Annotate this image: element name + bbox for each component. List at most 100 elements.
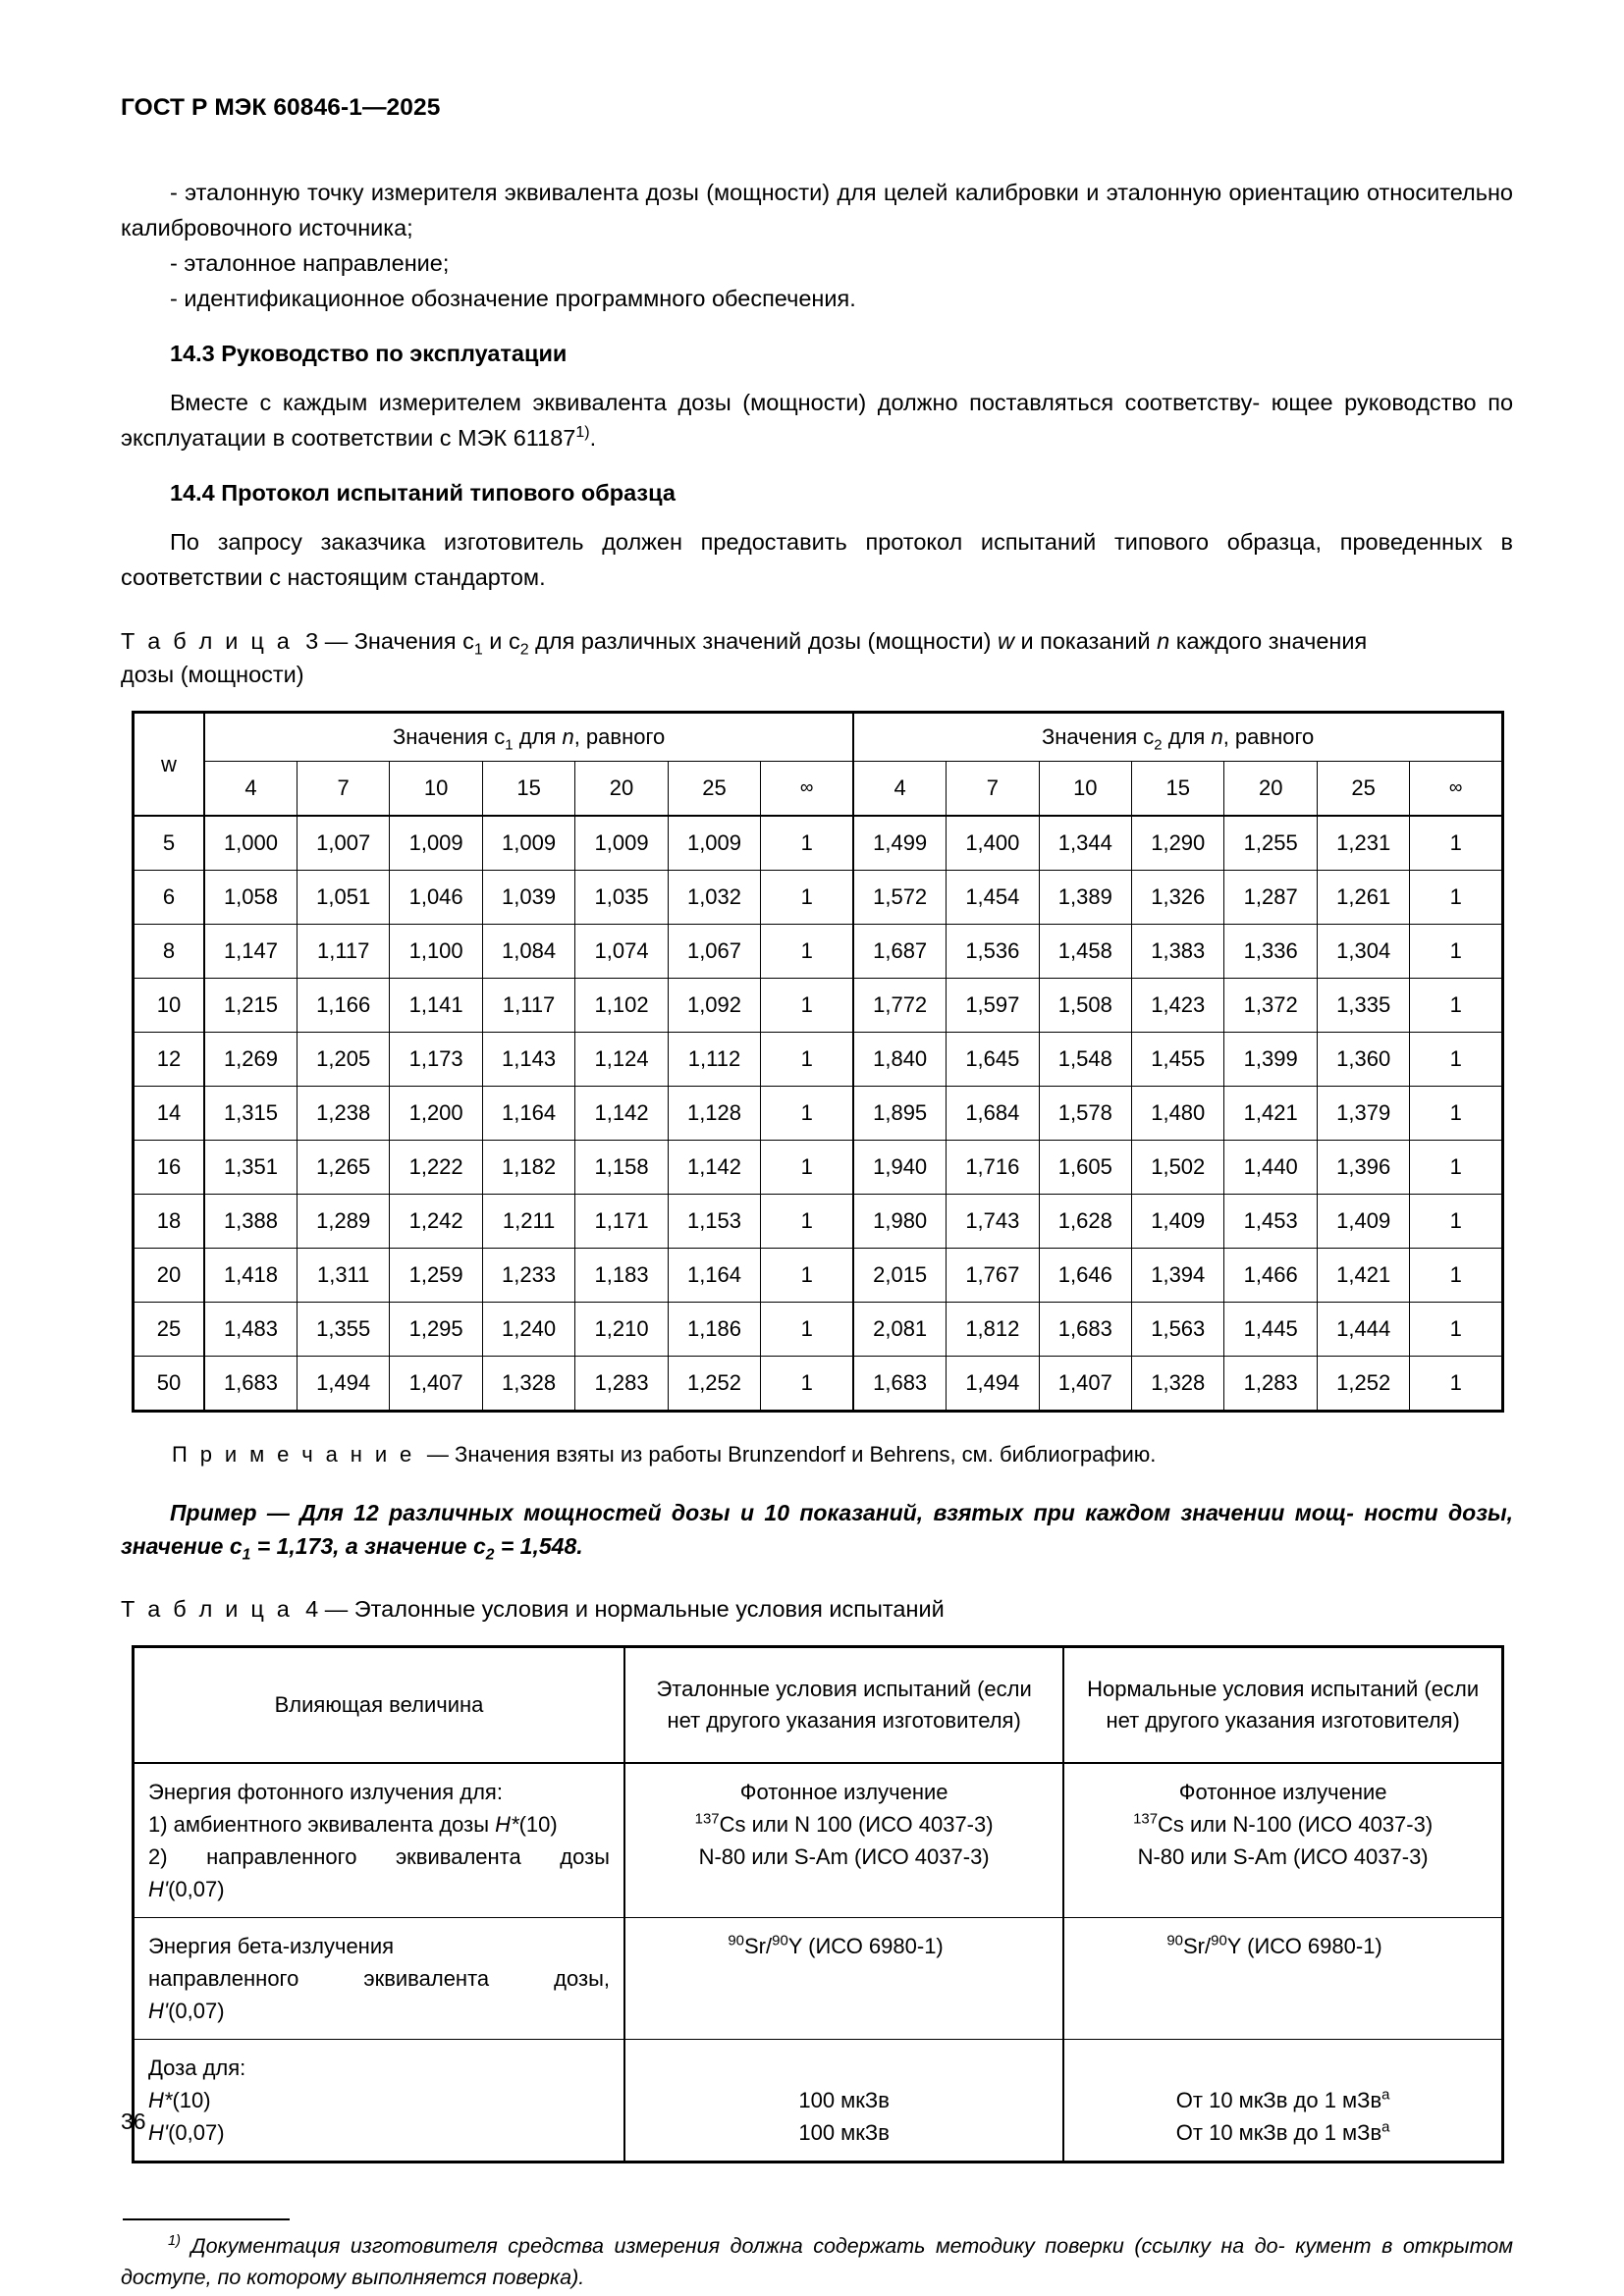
beta-line-2: направленного эквивалента дозы, — [148, 1966, 610, 1991]
table3-cell-c2: 1 — [1409, 870, 1504, 925]
table3-cell-c2: 1,548 — [1038, 1032, 1133, 1087]
table3-caption-text-3: для различных значений дозы (мощности) — [528, 628, 998, 654]
table3-cell-c2: 1,409 — [1131, 1194, 1225, 1249]
table3-header-group-row: w Значения с1 для n, равного Значения с2… — [132, 711, 1505, 817]
dose-ref-line-1: 100 мкЗв — [798, 2088, 890, 2112]
page-content: ГОСТ Р МЭК 60846-1—2025 - эталонную точк… — [121, 94, 1513, 2293]
table3-cell-c1: 1,051 — [296, 870, 391, 925]
table3-cell-c1: 1,007 — [296, 815, 391, 871]
table3-cell-c2: 1,290 — [1131, 815, 1225, 871]
table3-caption-sub-2: 2 — [519, 641, 529, 659]
table3-cell-c2: 1,454 — [946, 870, 1040, 925]
table3-cell-c1: 1,009 — [481, 815, 576, 871]
para-line-1: По запросу заказчика изготовитель должен… — [170, 529, 1323, 555]
table3-cell-c2: 1,440 — [1223, 1140, 1318, 1195]
table3-cell-c2: 1,494 — [946, 1356, 1040, 1413]
table3-cell-c1: 1,009 — [574, 815, 669, 871]
beta-ref-mass-b: 90 — [772, 1932, 788, 1949]
photon-nor-line-3: N-80 или S-Am (ИСО 4037-3) — [1137, 1844, 1429, 1869]
table3-note: П р и м е ч а н и е — Значения взяты из … — [121, 1438, 1513, 1470]
table3-cell-c2: 1,466 — [1223, 1248, 1318, 1303]
beta-line-1: Энергия бета-излучения — [148, 1934, 395, 1958]
table3-cell-c1: 1,084 — [481, 924, 576, 979]
table3-cell-c1: 1,142 — [667, 1140, 762, 1195]
group-c2-italic-n: n — [1211, 724, 1223, 749]
table3-col-c2-n-infinity: ∞ — [1409, 761, 1504, 817]
table3-cell-c2: 1,394 — [1131, 1248, 1225, 1303]
table3-cell-c1: 1,222 — [389, 1140, 483, 1195]
table3-col-c1-n-4: 4 — [203, 761, 298, 817]
table3-cell-c1: 1,158 — [574, 1140, 669, 1195]
table3-cell-c2: 1,980 — [852, 1194, 947, 1249]
section-heading-14-4: 14.4 Протокол испытаний типового образца — [170, 480, 676, 506]
table3-header-group-c1: Значения с1 для n, равного — [203, 711, 854, 762]
table3-cell-c2: 1,336 — [1223, 924, 1318, 979]
table3-cell-c1: 1,147 — [203, 924, 298, 979]
group-c2-sub: 2 — [1154, 736, 1163, 754]
para-line-2-end: . — [589, 425, 597, 451]
document-header-standard-id: ГОСТ Р МЭК 60846-1—2025 — [121, 94, 441, 121]
table3-cell-c1: 1,035 — [574, 870, 669, 925]
table3-cell-c2: 1 — [1409, 1140, 1504, 1195]
photon-nor-line-2: Cs или N-100 (ИСО 4037-3) — [1158, 1812, 1434, 1837]
table3-cell-c2: 1,255 — [1223, 815, 1318, 871]
table3-caption-number: 3 — [305, 628, 319, 654]
page-number: 36 — [121, 2109, 146, 2134]
table3-cell-c2: 1 — [1409, 1086, 1504, 1141]
table3-header-n-row: 4 7 10 15 20 25 ∞ 4 7 10 15 20 25 ∞ — [134, 761, 1504, 817]
spacer — [121, 1626, 1513, 1645]
table3-cell-c1: 1,211 — [481, 1194, 576, 1249]
dose-nor-line-2-footnote: a — [1381, 2118, 1390, 2136]
photon-line-1: Энергия фотонного излучения для: — [148, 1780, 503, 1804]
table4-caption-dash: — — [324, 1596, 349, 1622]
table3-head: w Значения с1 для n, равного Значения с2… — [132, 711, 1505, 817]
beta-ref-mass-a: 90 — [728, 1932, 744, 1949]
table3-col-c2-n-15: 15 — [1131, 761, 1225, 817]
table4-cell-beta-influence: Энергия бета-излучения направленного экв… — [132, 1917, 625, 2040]
table3-col-c1-n-7: 7 — [296, 761, 391, 817]
table3-cell-c1: 1,240 — [481, 1302, 576, 1357]
table3-cell-c1: 1,200 — [389, 1086, 483, 1141]
table3-cell-c1: 1,009 — [389, 815, 483, 871]
bullet-line-1: - эталонную точку измерителя эквивалента… — [170, 180, 1222, 205]
section-14-3-paragraph: Вместе с каждым измерителем эквивалента … — [121, 385, 1513, 455]
photon-line-2-a: 1) амбиентного эквивалента дозы — [148, 1812, 496, 1837]
table3-cell-c1: 1,295 — [389, 1302, 483, 1357]
table3-caption-text-1: Значения с — [353, 628, 474, 654]
table3-cell-c2: 1,399 — [1223, 1032, 1318, 1087]
table3-cell-c1: 1,112 — [667, 1032, 762, 1087]
table3-cell-c2: 1,444 — [1316, 1302, 1411, 1357]
table3-cell-c2: 1,683 — [852, 1356, 947, 1413]
table3-cell-c1: 1,259 — [389, 1248, 483, 1303]
table3-cell-c2: 1,536 — [946, 924, 1040, 979]
table3-cell-c2: 1,646 — [1038, 1248, 1133, 1303]
table3-cell-c1: 1,186 — [667, 1302, 762, 1357]
table3-cell-c2: 1,508 — [1038, 978, 1133, 1033]
table3-col-c1-n-15: 15 — [481, 761, 576, 817]
table3-cell-c1: 1 — [760, 870, 854, 925]
bullet-item-software-identification: - идентификационное обозначение программ… — [170, 286, 856, 311]
table3-cell-c2: 1,578 — [1038, 1086, 1133, 1141]
table3-cell-w: 16 — [132, 1140, 205, 1195]
table3-cell-c1: 1,039 — [481, 870, 576, 925]
example-sub-1: 1 — [242, 1546, 251, 1564]
table3-row: 25 1,483 1,355 1,295 1,240 1,210 1,186 1 2,081 1,… — [132, 1302, 1504, 1357]
photon-line-4-b: (0,07) — [168, 1877, 225, 1901]
table3-cell-c2: 1,572 — [852, 870, 947, 925]
dose-line-2-b: (10) — [172, 2088, 211, 2112]
table4-cell-dose-influence: Доза для: H*(10) H'(0,07) — [132, 2039, 625, 2163]
table3-cell-c2: 1,421 — [1223, 1086, 1318, 1141]
photon-ref-line-2: Cs или N 100 (ИСО 4037-3) — [719, 1812, 994, 1837]
table4-cell-dose-normal: x От 10 мкЗв до 1 мЗвa От 10 мкЗв до 1 м… — [1062, 2039, 1505, 2163]
table3-cell-c1: 1,242 — [389, 1194, 483, 1249]
table3-caption-line2: дозы (мощности) — [121, 662, 304, 687]
table3-col-c2-n-20: 20 — [1223, 761, 1318, 817]
table3-cell-c1: 1,265 — [296, 1140, 391, 1195]
table3-cell-c1: 1,092 — [667, 978, 762, 1033]
table3-cell-c1: 1,124 — [574, 1032, 669, 1087]
table3-cell-c2: 1,360 — [1316, 1032, 1411, 1087]
table3-cell-c1: 1,683 — [203, 1356, 298, 1413]
table3-cell-c1: 1,311 — [296, 1248, 391, 1303]
para-line-2: ющее руководство по эксплуатации в соотв… — [121, 390, 1514, 451]
table3-cell-c1: 1,407 — [389, 1356, 483, 1413]
